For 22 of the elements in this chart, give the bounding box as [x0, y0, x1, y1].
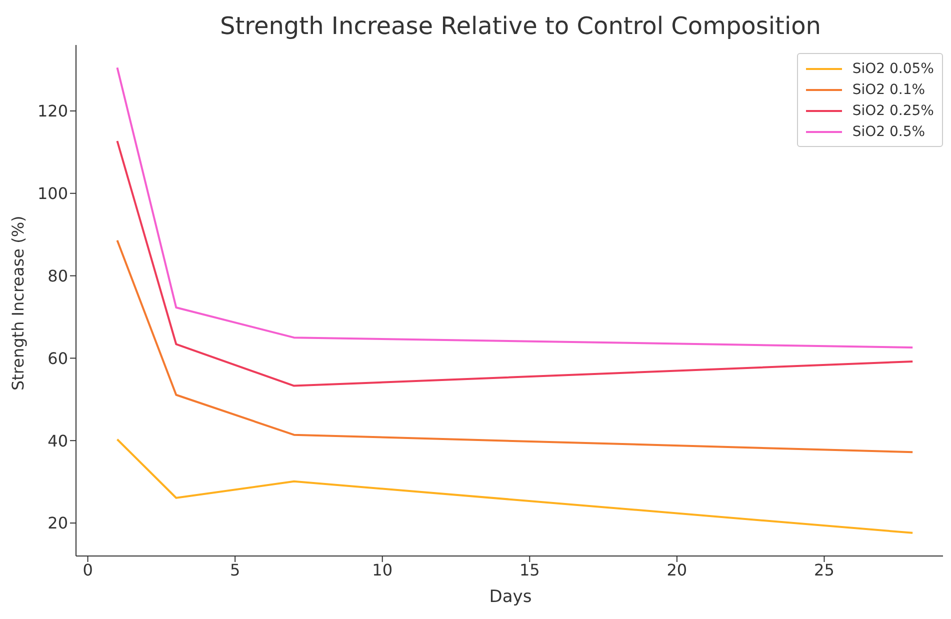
y-tick-label: 40: [48, 431, 68, 450]
chart-title: Strength Increase Relative to Control Composition: [218, 12, 822, 40]
line-series: [116, 239, 914, 454]
legend-label: SiO2 0.1%: [852, 82, 926, 98]
y-tick-label: 60: [48, 348, 68, 368]
x-tick-label: 25: [814, 560, 834, 580]
line-series: [116, 438, 914, 534]
y-tick-label: 20: [48, 514, 68, 533]
x-tick-label: 15: [519, 560, 540, 580]
y-axis-title: Strength Increase (%): [8, 216, 28, 390]
y-tick-label: 80: [48, 266, 68, 286]
x-tick-label: 5: [230, 560, 240, 580]
y-tick-label: 120: [37, 102, 68, 121]
x-tick-label: 20: [666, 560, 688, 580]
legend-label: SiO2 0.25%: [852, 102, 934, 118]
line-series: [116, 140, 914, 387]
legend-label: SiO2 0.05%: [852, 60, 934, 76]
y-tick-label: 100: [37, 184, 68, 204]
x-tick-label: 0: [82, 560, 93, 580]
x-axis-title: Days: [489, 587, 532, 607]
legend-label: SiO2 0.5%: [852, 124, 926, 140]
x-tick-label: 10: [372, 560, 393, 580]
